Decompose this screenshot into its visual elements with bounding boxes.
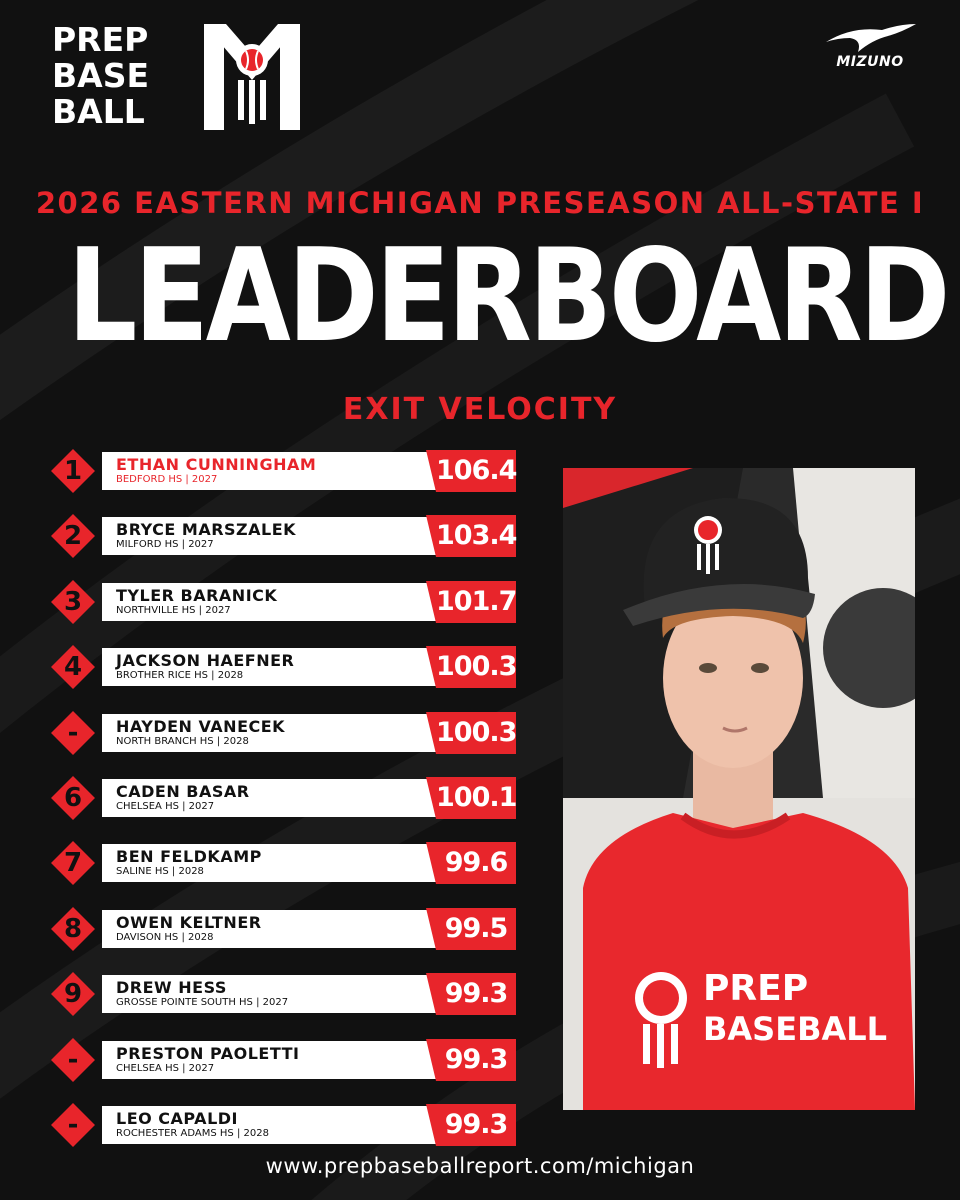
player-bar (102, 582, 480, 621)
prep-baseball-logo: PREP BASE BALL MI (52, 22, 302, 132)
exit-velocity-value: 99.3 (436, 1038, 516, 1081)
rank-number: 6 (63, 783, 83, 813)
leaderboard-row: 6 CADEN BASAR CHELSEA HS | 2027 100.1 (44, 776, 519, 820)
page-title: LEADERBOARD (67, 222, 950, 371)
event-subtitle: 2026 EASTERN MICHIGAN PRESEASON ALL-STAT… (35, 186, 925, 220)
exit-velocity-value: 99.3 (436, 973, 516, 1016)
player-school: GROSSE POINTE SOUTH HS | 2027 (116, 997, 289, 1009)
value-notch (426, 1104, 436, 1146)
mizuno-logo: MIZUNO (822, 22, 918, 72)
player-bar (102, 909, 480, 948)
player-school: NORTHVILLE HS | 2027 (116, 604, 231, 616)
logo-line-2: BASE (52, 56, 150, 95)
player-bar (102, 517, 480, 556)
exit-velocity-value: 103.4 (436, 515, 517, 558)
value-notch (426, 973, 436, 1016)
player-name: PRESTON PAOLETTI (116, 1043, 300, 1063)
exit-velocity-value: 100.3 (436, 646, 517, 689)
logo-line-1: PREP (52, 20, 149, 59)
rank-number: 4 (63, 652, 83, 683)
category-label: EXIT VELOCITY (342, 392, 618, 427)
leaderboard-row: 1 ETHAN CUNNINGHAM BEDFORD HS | 2027 106.4 (44, 449, 519, 493)
leaderboard-row: 8 OWEN KELTNER DAVISON HS | 2028 99.5 (44, 906, 519, 951)
player-name: JACKSON HAEFNER (116, 651, 295, 671)
exit-velocity-value: 100.3 (436, 711, 517, 754)
runbird-icon (826, 24, 916, 52)
player-name: TYLER BARANICK (116, 585, 278, 605)
value-notch (426, 646, 436, 689)
leaderboard-row: 7 BEN FELDKAMP SALINE HS | 2028 99.6 (44, 841, 519, 886)
rank-number: - (67, 1044, 79, 1075)
exit-velocity-value: 101.7 (436, 580, 517, 623)
logo-line-3: BALL (52, 92, 145, 131)
player-school: SALINE HS | 2028 (116, 866, 204, 878)
value-notch (426, 515, 436, 558)
value-notch (426, 450, 436, 492)
player-school: CHELSEA HS | 2027 (116, 801, 215, 812)
player-name: DREW HESS (116, 978, 227, 998)
leaderboard-row: 9 DREW HESS GROSSE POINTE SOUTH HS | 2027 9… (44, 972, 519, 1017)
rank-number: 3 (63, 586, 83, 617)
player-bar (102, 779, 480, 817)
exit-velocity-value: 100.1 (436, 777, 517, 819)
player-school: BROTHER RICE HS | 2028 (116, 670, 244, 682)
exit-velocity-value: 99.6 (436, 842, 516, 885)
logo-wordmark: PREP BASE BALL (52, 22, 149, 130)
player-name: BRYCE MARSZALEK (116, 520, 297, 540)
exit-velocity-value: 99.5 (436, 907, 516, 950)
rank-number: 2 (63, 521, 83, 552)
rank-number: 1 (63, 456, 83, 486)
player-name: BEN FELDKAMP (116, 847, 262, 867)
player-bar (102, 713, 480, 752)
player-name: OWEN KELTNER (116, 912, 262, 932)
player-name: CADEN BASAR (116, 782, 250, 801)
value-notch (426, 907, 436, 950)
player-school: CHELSEA HS | 2027 (116, 1062, 215, 1074)
player-bar (102, 648, 480, 687)
rank-number: 7 (63, 848, 83, 879)
exit-velocity-value: 106.4 (436, 450, 517, 492)
rank-number: 9 (63, 979, 83, 1010)
player-school: BEDFORD HS | 2027 (116, 474, 218, 485)
exit-velocity-value: 99.3 (436, 1104, 516, 1146)
leaderboard-row: 3 TYLER BARANICK NORTHVILLE HS | 2027 101.7 (44, 579, 519, 624)
mi-logo-mark: MI (204, 24, 300, 130)
sponsor-name: MIZUNO (836, 54, 904, 70)
player-bar (102, 452, 480, 490)
player-photo-illustration: PREP BASEBALL (563, 468, 915, 1110)
player-school: ROCHESTER ADAMS HS | 2028 (116, 1128, 269, 1139)
player-bar (102, 975, 480, 1014)
leaderboard-row: - HAYDEN VANECEK NORTH BRANCH HS | 2028 100… (44, 710, 519, 755)
rank-number: - (67, 717, 79, 748)
player-bar (102, 1040, 480, 1079)
player-bar (102, 844, 480, 883)
player-school: NORTH BRANCH HS | 2028 (116, 735, 249, 747)
player-name: ETHAN CUNNINGHAM (116, 455, 317, 474)
rank-number: - (67, 1110, 79, 1140)
value-notch (426, 580, 436, 623)
player-school: MILFORD HS | 2027 (116, 539, 214, 551)
leaderboard-row: - LEO CAPALDI ROCHESTER ADAMS HS | 2028 99.… (44, 1103, 519, 1147)
shirt-text-line-1: PREP (703, 968, 808, 1009)
leaderboard-row: 2 BRYCE MARSZALEK MILFORD HS | 2027 103.4 (44, 514, 519, 559)
player-name: HAYDEN VANECEK (116, 716, 286, 736)
shirt-text-line-2: BASEBALL (703, 1010, 887, 1048)
rank-number: 8 (63, 913, 83, 944)
value-notch (426, 1038, 436, 1081)
footer-url: www.prepbaseballreport.com/michigan (265, 1154, 695, 1178)
player-name: LEO CAPALDI (116, 1109, 238, 1128)
value-notch (426, 711, 436, 754)
player-school: DAVISON HS | 2028 (116, 931, 214, 943)
leaderboard-row: 4 JACKSON HAEFNER BROTHER RICE HS | 2028 10… (44, 645, 519, 690)
leaderboard-row: - PRESTON PAOLETTI CHELSEA HS | 2027 99.3 (44, 1037, 519, 1082)
value-notch (426, 842, 436, 885)
value-notch (426, 777, 436, 819)
player-bar (102, 1106, 480, 1144)
player-photo: PREP BASEBALL (563, 468, 915, 1110)
